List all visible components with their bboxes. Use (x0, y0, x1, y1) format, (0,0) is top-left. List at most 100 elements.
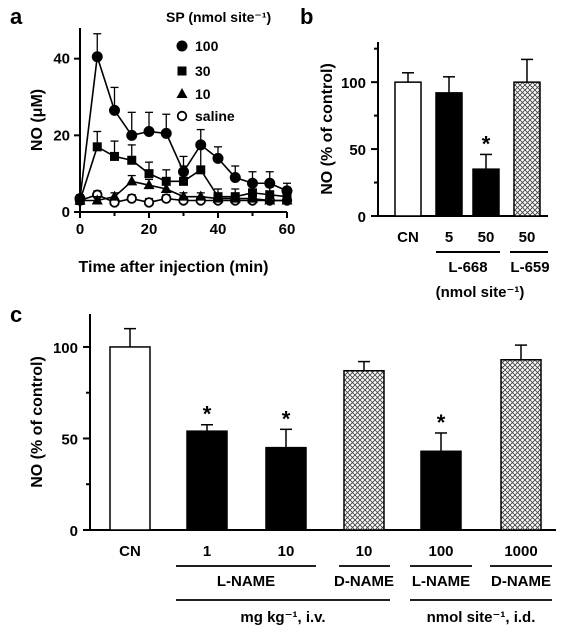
a-point (109, 190, 120, 201)
a-point (179, 176, 188, 186)
a-point (196, 165, 206, 175)
a-legend-label: saline (195, 108, 235, 124)
a-ylabel: NO (μM) (29, 89, 46, 151)
a-point (144, 169, 154, 179)
a-point (213, 192, 223, 202)
a-point (143, 179, 155, 190)
a-legend-label: 30 (195, 63, 211, 79)
a-point (264, 194, 276, 205)
a-point (126, 175, 138, 186)
a-ytick-label: 0 (62, 204, 70, 221)
a-point (126, 129, 138, 141)
ytick-label: 100 (341, 75, 366, 92)
a-point (143, 197, 155, 208)
a-xtick-label: 40 (210, 221, 227, 238)
category-label: 5 (445, 229, 453, 246)
panel-b: b 0 50 100 NO (% of control) CN 5 * 50 50 L-668 L-6… (300, 4, 550, 301)
a-point (126, 193, 137, 204)
a-point (247, 177, 258, 189)
category-label: 100 (428, 543, 453, 560)
bar (435, 92, 463, 217)
a-point (264, 177, 276, 189)
bar (109, 346, 151, 531)
group-label: L-659 (510, 259, 549, 276)
a-point (92, 142, 102, 152)
a-point (281, 185, 293, 197)
significance-mark: * (437, 410, 446, 435)
a-legend-marker (177, 66, 187, 76)
a-xtick-label: 20 (141, 221, 158, 238)
a-xtick-label: 0 (76, 221, 84, 238)
a-point (143, 126, 155, 137)
a-legend-marker (176, 40, 188, 52)
a-point (161, 176, 171, 186)
group-label: L-668 (448, 259, 487, 276)
route-label: mg kg⁻¹, i.v. (240, 609, 325, 626)
bar (186, 430, 228, 531)
a-point (74, 193, 86, 205)
a-point (110, 151, 119, 161)
category-label: 10 (356, 543, 373, 560)
a-point (229, 172, 241, 183)
a-xlabel: Time after injection (min) (79, 259, 269, 276)
a-legend-label: 100 (195, 38, 219, 54)
drug-label: D-NAME (334, 573, 394, 590)
ytick-label: 0 (358, 209, 366, 226)
a-point (161, 193, 172, 204)
bar (500, 359, 542, 531)
significance-mark: * (282, 406, 291, 431)
a-legend-title: SP (nmol site⁻¹) (166, 9, 271, 25)
a-legend-label: 10 (195, 86, 211, 102)
drug-label: D-NAME (491, 573, 551, 590)
a-point (230, 192, 240, 202)
a-point (91, 194, 103, 205)
panel-letter-a: a (10, 4, 23, 29)
a-point (91, 51, 103, 63)
a-point (248, 188, 257, 198)
route-label: nmol site⁻¹, i.d. (427, 609, 536, 626)
a-ytick-label: 40 (53, 51, 70, 68)
axes (89, 314, 556, 531)
bar (265, 446, 307, 531)
a-point (160, 127, 172, 139)
a-point (212, 152, 224, 164)
a-legend-marker (176, 88, 188, 98)
category-label: 50 (519, 229, 536, 246)
category-label: 50 (478, 229, 495, 246)
panel-c: c 0 50 100 NO (% of control) CN * 1 * 10 10 * 100 100… (10, 302, 556, 626)
a-point (282, 192, 292, 202)
a-legend-marker (176, 110, 188, 122)
a-ytick-label: 20 (53, 127, 70, 144)
panel-letter-b: b (300, 4, 313, 29)
ytick-label: 50 (61, 431, 78, 448)
category-label: 1000 (504, 543, 537, 560)
ytick-label: 100 (53, 340, 78, 357)
a-point (109, 104, 120, 116)
a-point (127, 155, 137, 165)
unit-label: (nmol site⁻¹) (436, 284, 525, 301)
a-point (265, 190, 275, 200)
panel-a: a 0 20 40 0 20 40 60 Time after injection (min) N… (10, 4, 295, 276)
bar (420, 450, 462, 531)
a-point (178, 190, 189, 201)
a-point (195, 139, 207, 151)
significance-mark: * (482, 131, 491, 156)
drug-label: L-NAME (217, 573, 275, 590)
a-xtick-label: 60 (279, 221, 296, 238)
category-label: 10 (278, 543, 295, 560)
ylabel: NO (% of control) (29, 356, 46, 488)
bar (472, 168, 500, 217)
a-point (160, 183, 172, 193)
drug-label: L-NAME (412, 573, 470, 590)
bar (513, 81, 541, 217)
bar (343, 369, 385, 531)
ytick-label: 50 (349, 142, 366, 159)
ytick-label: 0 (70, 523, 78, 540)
category-label: CN (397, 229, 419, 246)
panel-letter-c: c (10, 302, 22, 327)
bar (394, 81, 422, 217)
category-label: 1 (203, 543, 211, 560)
a-point (247, 192, 258, 203)
significance-mark: * (203, 402, 212, 427)
a-point (178, 166, 189, 178)
